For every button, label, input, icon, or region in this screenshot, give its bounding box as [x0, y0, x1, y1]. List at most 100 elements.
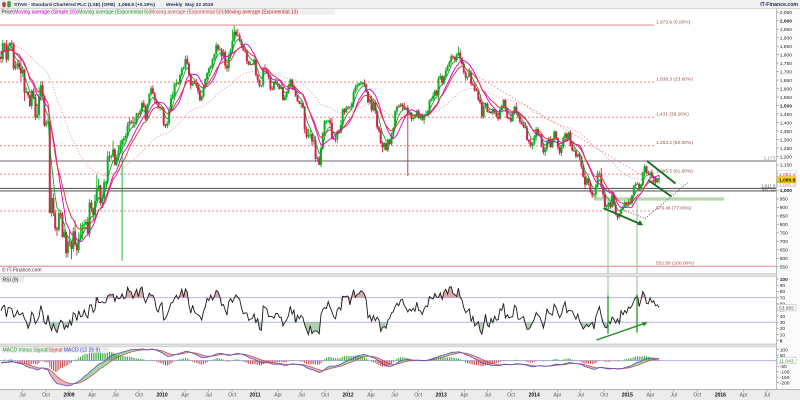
svg-text:1,173: 1,173: [763, 156, 775, 162]
svg-text:2009: 2009: [63, 393, 74, 399]
svg-text:1,500: 1,500: [780, 103, 793, 109]
svg-text:© IT-Finance.com: © IT-Finance.com: [2, 267, 42, 274]
svg-text:Oct: Oct: [507, 393, 515, 399]
svg-text:80: 80: [780, 289, 786, 295]
svg-text:1,350: 1,350: [780, 129, 793, 135]
svg-text:-100: -100: [780, 370, 790, 376]
svg-text:1,095.5 (61.80%): 1,095.5 (61.80%): [656, 169, 693, 175]
svg-text:2011: 2011: [250, 393, 261, 399]
svg-text:Price|Moving average (Simple 1: Price|Moving average (Simple 10)|Moving …: [2, 10, 299, 16]
svg-text:90: 90: [780, 283, 786, 289]
svg-text:Jul: Jul: [112, 393, 118, 399]
svg-text:1,638.3 (23.60%): 1,638.3 (23.60%): [656, 77, 693, 83]
svg-text:950: 950: [780, 197, 788, 203]
svg-text:1,263.2 (50.00%): 1,263.2 (50.00%): [656, 140, 693, 146]
svg-text:1,431 (38.20%): 1,431 (38.20%): [656, 112, 689, 118]
svg-text:650: 650: [780, 248, 788, 254]
svg-text:Weekly May 22 2015: Weekly May 22 2015: [166, 2, 213, 8]
svg-text:1,800: 1,800: [780, 52, 793, 58]
svg-text:1,450: 1,450: [780, 112, 793, 118]
svg-text:Jul: Jul: [19, 393, 25, 399]
svg-text:997.15: 997.15: [762, 187, 776, 192]
svg-text:100: 100: [780, 347, 788, 353]
svg-text:700: 700: [780, 239, 788, 245]
svg-text:1,092.4: 1,092.4: [779, 172, 795, 178]
svg-text:Oct: Oct: [228, 393, 236, 399]
svg-text:11.043: 11.043: [779, 358, 794, 364]
svg-text:Apr: Apr: [554, 393, 562, 399]
svg-text:1,900: 1,900: [780, 36, 793, 42]
svg-text:1,550: 1,550: [780, 95, 793, 101]
svg-text:Oct: Oct: [135, 393, 143, 399]
svg-text:1,400: 1,400: [780, 120, 793, 126]
svg-text:1,750: 1,750: [780, 61, 793, 67]
svg-text:30: 30: [780, 320, 786, 326]
svg-text:Jul: Jul: [298, 393, 304, 399]
svg-text:2015: 2015: [622, 393, 633, 399]
svg-text:Apr: Apr: [181, 393, 189, 399]
svg-text:750: 750: [780, 231, 788, 237]
svg-text:70: 70: [780, 295, 786, 301]
svg-text:IT-Finance.com: IT-Finance.com: [760, 2, 798, 8]
svg-text:1,950: 1,950: [780, 27, 793, 33]
svg-text:1,700: 1,700: [780, 69, 793, 75]
svg-text:STAN - Standard Chartered PLC: STAN - Standard Chartered PLC (LSE) (OFB…: [14, 2, 116, 8]
svg-text:850: 850: [780, 214, 788, 220]
svg-text:Jul: Jul: [577, 393, 583, 399]
svg-text:Jul: Jul: [670, 393, 676, 399]
svg-text:1,300: 1,300: [780, 137, 793, 143]
svg-text:50: 50: [780, 353, 786, 359]
svg-text:10: 10: [780, 332, 786, 338]
svg-text:2,000: 2,000: [780, 19, 793, 25]
svg-text:1,068.8 (+0.19%): 1,068.8 (+0.19%): [118, 2, 155, 8]
svg-text:-150: -150: [780, 375, 790, 381]
svg-text:2010: 2010: [157, 393, 168, 399]
svg-text:600: 600: [780, 256, 788, 262]
svg-text:Jul: Jul: [205, 393, 211, 399]
svg-text:20: 20: [780, 326, 786, 332]
svg-text:550: 550: [780, 265, 788, 271]
svg-text:Oct: Oct: [414, 393, 422, 399]
svg-text:Oct: Oct: [693, 393, 701, 399]
svg-text:2,050: 2,050: [780, 10, 793, 16]
svg-text:1,046.3: 1,046.3: [779, 182, 795, 188]
svg-text:1,011.8: 1,011.8: [761, 184, 776, 189]
svg-text:MACD minus Signal|Signal MACD: MACD minus Signal|Signal MACD (12 26 9): [3, 348, 101, 354]
svg-text:1,000: 1,000: [780, 188, 793, 194]
svg-text:552.58 (100.00%): 552.58 (100.00%): [656, 261, 695, 267]
svg-text:Apr: Apr: [647, 393, 655, 399]
svg-text:2013: 2013: [436, 393, 447, 399]
svg-text:Apr: Apr: [460, 393, 468, 399]
svg-text:Oct: Oct: [42, 393, 50, 399]
svg-text:Jul: Jul: [484, 393, 490, 399]
svg-text:-200: -200: [780, 381, 790, 387]
svg-text:-50: -50: [780, 364, 787, 370]
svg-text:800: 800: [780, 222, 788, 228]
svg-text:Oct: Oct: [321, 393, 329, 399]
svg-text:2014: 2014: [529, 393, 540, 399]
svg-text:1,600: 1,600: [780, 86, 793, 92]
svg-text:53.955: 53.955: [779, 305, 794, 311]
svg-text:879.46 (77.00%): 879.46 (77.00%): [656, 205, 692, 211]
svg-text:1,250: 1,250: [780, 146, 793, 152]
svg-text:1,973.9 (0.00%): 1,973.9 (0.00%): [656, 20, 691, 26]
svg-text:1,200: 1,200: [780, 154, 793, 160]
svg-text:Jul: Jul: [391, 393, 397, 399]
svg-text:Apr: Apr: [740, 393, 748, 399]
svg-text:RSI (9): RSI (9): [3, 278, 19, 284]
svg-text:2016: 2016: [715, 393, 726, 399]
svg-text:2012: 2012: [343, 393, 354, 399]
svg-text:1,150: 1,150: [780, 163, 793, 169]
svg-text:Apr: Apr: [88, 393, 96, 399]
svg-text:Apr: Apr: [274, 393, 282, 399]
svg-text:40: 40: [780, 314, 786, 320]
svg-text:900: 900: [780, 205, 788, 211]
svg-text:1,650: 1,650: [780, 78, 793, 84]
svg-text:Apr: Apr: [367, 393, 375, 399]
svg-text:0: 0: [780, 338, 783, 344]
svg-text:Jul: Jul: [764, 393, 770, 399]
svg-text:100: 100: [780, 277, 788, 283]
svg-text:Oct: Oct: [600, 393, 608, 399]
svg-text:1,068.8: 1,068.8: [779, 177, 796, 183]
svg-text:1,850: 1,850: [780, 44, 793, 50]
